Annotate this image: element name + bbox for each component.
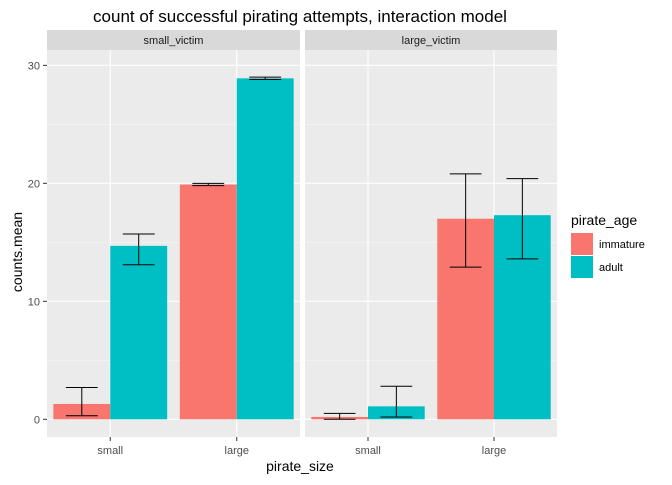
bar-immature-large [179, 184, 237, 420]
error-bar-immature-small [65, 386, 98, 417]
x-tick-label-large: large [482, 445, 506, 457]
error-bar-adult-small [380, 385, 413, 418]
error-bar-adult-large [249, 76, 282, 80]
error-bar-immature-large [192, 182, 225, 187]
error-bar-immature-small [323, 412, 356, 420]
x-tick-label-large: large [225, 445, 249, 457]
legend-key-adult [571, 256, 593, 278]
bar-adult-small [110, 245, 168, 420]
facet-strip [47, 30, 300, 50]
chart-title: count of successful pirating attempts, i… [93, 7, 507, 26]
legend: pirate_age immature adult [571, 212, 645, 278]
error-bar-adult-large [506, 178, 539, 260]
facet-strip-label: small_victim [144, 35, 204, 47]
bar-adult-large [236, 78, 294, 420]
facet-strip-label: large_victim [402, 35, 461, 47]
y-tick-label-0: 0 [34, 414, 40, 426]
x-tick-label-small: small [97, 445, 123, 457]
x-tick-label-small: small [355, 445, 381, 457]
x-axis-label: pirate_size [266, 458, 334, 474]
legend-label-adult: adult [599, 262, 623, 274]
y-axis-label: counts.mean [9, 212, 25, 292]
y-tick-label-30: 30 [28, 60, 40, 72]
legend-title: pirate_age [571, 212, 637, 228]
legend-label-immature: immature [599, 239, 645, 251]
y-tick-label-20: 20 [28, 178, 40, 190]
legend-key-immature [571, 233, 593, 255]
error-bar-immature-large [449, 173, 482, 268]
facet-strip [305, 30, 557, 50]
error-bar-adult-small [122, 233, 155, 266]
y-tick-label-10: 10 [28, 296, 40, 308]
